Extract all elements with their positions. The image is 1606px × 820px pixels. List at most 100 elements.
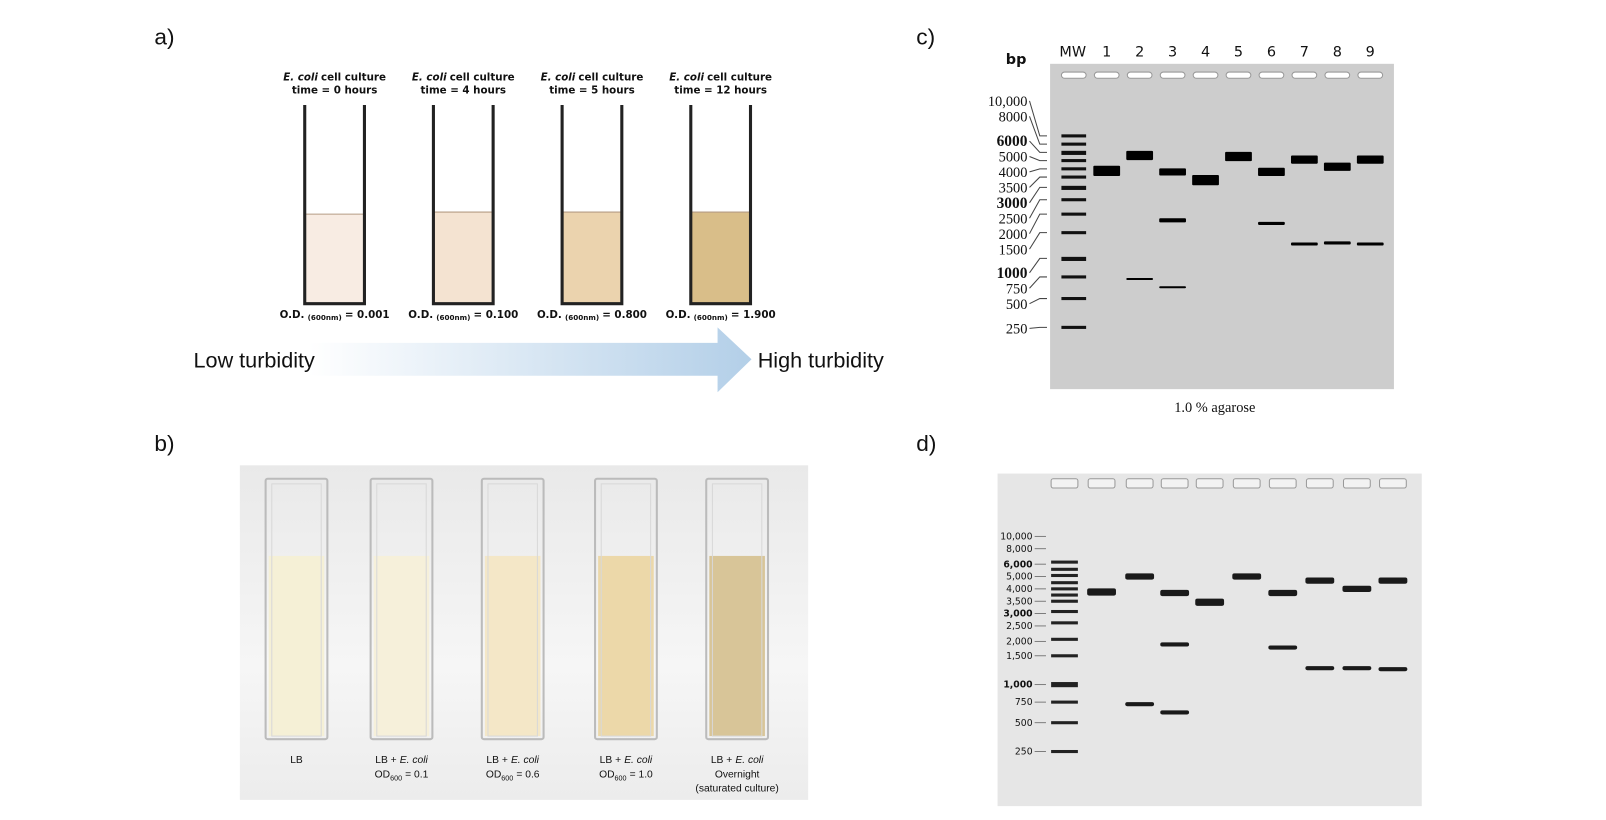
band — [1305, 666, 1335, 671]
ladder-band — [1061, 325, 1087, 329]
organism: E. coli — [541, 71, 576, 83]
cuvette-liquid — [373, 555, 430, 737]
cuvette-liquid — [484, 555, 541, 737]
od-prefix: O.D. — [280, 309, 305, 321]
well — [1093, 71, 1120, 79]
band — [1225, 151, 1252, 162]
ladder-label: 5000 — [999, 150, 1028, 166]
cuvette-od: OD600 = 0.6 — [486, 769, 540, 782]
od: OD — [375, 769, 390, 780]
tube-wall — [689, 105, 753, 306]
tube-wall — [303, 105, 366, 306]
ladder-leader — [1029, 100, 1048, 137]
ladder-leader — [1029, 176, 1048, 188]
band — [1258, 167, 1285, 177]
tube-title: E. coli cell culture — [412, 71, 515, 83]
tube-liquid — [690, 212, 751, 304]
band — [1195, 598, 1225, 606]
od-value: = 0.100 — [474, 309, 519, 321]
cuvette-label: LB + E. coli — [486, 755, 539, 766]
lane-label: 3 — [1168, 45, 1177, 61]
well — [1160, 478, 1189, 489]
band — [1160, 589, 1190, 597]
tube-time: time = 12 hours — [674, 85, 767, 97]
ladder-label: 1,500 — [1006, 651, 1033, 662]
od-label: O.D. (600nm) = 0.800 — [537, 309, 647, 322]
ladder-band — [1061, 167, 1087, 171]
od-prefix: O.D. — [408, 309, 433, 321]
well — [1291, 71, 1318, 79]
band — [1126, 150, 1154, 161]
cuvette-liquid — [268, 555, 325, 737]
band — [1093, 165, 1121, 177]
band — [1159, 218, 1186, 223]
od-sub: (600nm) — [308, 313, 342, 322]
ladder-leader — [1029, 298, 1048, 305]
prefix: LB + — [711, 755, 732, 766]
ladder-leader — [1029, 257, 1048, 274]
panel-label: c) — [916, 24, 935, 49]
tube-time: time = 0 hours — [292, 85, 378, 97]
caption: cell culture — [707, 71, 772, 83]
mw-label: MW — [1059, 45, 1086, 61]
tube-wall — [560, 105, 624, 306]
band — [1126, 277, 1154, 281]
well — [1258, 71, 1285, 79]
well — [1126, 71, 1153, 79]
ladder-band — [1061, 297, 1087, 301]
tube-title: E. coli cell culture — [283, 71, 386, 83]
ladder-label: 2,000 — [1006, 636, 1033, 647]
cuvette-label: LB — [290, 755, 303, 766]
ladder-label: 3500 — [999, 181, 1028, 197]
cuvette-label: LB + E. coli — [375, 755, 428, 766]
lane-label: 6 — [1267, 45, 1276, 61]
band — [1323, 162, 1351, 171]
ladder-label: 250 — [1006, 322, 1028, 338]
ladder-label: 500 — [1006, 297, 1028, 313]
lane-label: 9 — [1366, 45, 1375, 61]
cuvette-od: OD600 = 1.0 — [599, 769, 653, 782]
tube-liquid — [562, 212, 622, 304]
od-label: O.D. (600nm) = 0.100 — [408, 309, 518, 322]
band — [1159, 168, 1186, 176]
od-label: O.D. (600nm) = 0.001 — [280, 309, 390, 322]
ladder-leader — [1029, 156, 1048, 162]
band — [1125, 573, 1155, 580]
cuvette — [480, 477, 545, 741]
band — [1323, 241, 1351, 245]
cuvette-inner — [487, 483, 538, 737]
well — [1125, 478, 1154, 489]
cuvette-inner — [271, 483, 322, 737]
organism: E. coli — [511, 755, 540, 766]
ladder-band — [1061, 198, 1087, 202]
cuvette-label: Overnight — [715, 769, 760, 780]
cuvette-inner — [711, 483, 763, 737]
ladder-leader — [1029, 140, 1048, 153]
ladder-label: 6,000 — [1003, 559, 1032, 570]
cuvette-inner — [600, 483, 652, 737]
cuvette-liquid — [598, 555, 654, 737]
band — [1160, 710, 1190, 715]
well — [1232, 478, 1261, 489]
band — [1356, 155, 1384, 164]
ladder-band — [1051, 700, 1078, 704]
od-value: = 0.001 — [345, 309, 390, 321]
ladder-label: 6000 — [997, 133, 1028, 150]
well — [1379, 478, 1407, 489]
ladder-label: 10,000 — [1000, 531, 1032, 542]
ladder-leader — [1029, 213, 1048, 234]
band — [1342, 585, 1372, 592]
ladder-label: 750 — [1015, 697, 1033, 708]
ladder-band — [1051, 573, 1078, 578]
ladder-band — [1061, 231, 1087, 235]
ladder-leader — [1029, 199, 1048, 219]
gel-caption: 1.0 % agarose — [1174, 400, 1255, 416]
ladder-band — [1051, 599, 1078, 603]
ladder-label: 3000 — [997, 195, 1028, 212]
ladder-band — [1061, 212, 1087, 216]
ladder-label: 2,500 — [1006, 621, 1033, 632]
well — [1192, 71, 1219, 79]
tube-time: time = 4 hours — [421, 85, 507, 97]
well — [1195, 478, 1224, 489]
ladder-band — [1061, 159, 1087, 163]
